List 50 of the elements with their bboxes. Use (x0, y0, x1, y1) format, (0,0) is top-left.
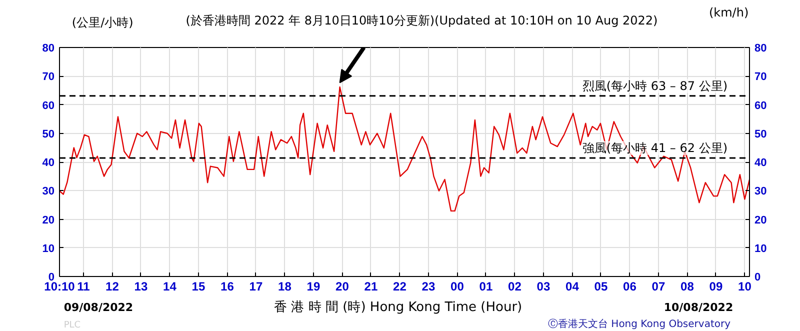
x-tick-label: 19 (306, 280, 320, 294)
y2-tick-label: 70 (754, 71, 767, 84)
x-tick-label: 05 (594, 280, 608, 294)
x-tick-label: 09 (709, 280, 723, 294)
x-tick-label: 22 (393, 280, 407, 294)
chart-title: (於香港時間 2022 年 8月10日10時10分更新)(Updated at 10:10H on 10 Aug 2022) (186, 14, 658, 28)
x-tick-label: 02 (508, 280, 522, 294)
y2-tick-label: 50 (754, 128, 767, 140)
y2-tick-label: 60 (754, 100, 767, 112)
y2-tick-label: 30 (754, 186, 767, 198)
x-tick-label: 15 (192, 280, 206, 294)
y2-tick-label: 10 (754, 242, 767, 255)
x-tick-label: 13 (134, 280, 148, 294)
y-axis-title: (公里/小時) (72, 16, 134, 30)
x-tick-label: 10 (738, 280, 752, 294)
text: 10/08/2022 (664, 301, 734, 314)
ref-line-label: 強風(每小時 41 – 62 公里) (582, 140, 728, 155)
x-tick-label: 06 (623, 280, 637, 294)
x-tick-label: 11 (77, 280, 90, 294)
y-tick-label: 10 (42, 242, 55, 255)
x-tick-label: 01 (479, 280, 493, 294)
y-tick-label: 40 (42, 157, 55, 169)
x-axis-title: 香 港 時 間 (時) Hong Kong Time (Hour) (274, 300, 522, 315)
x-tick-label: 04 (566, 280, 580, 294)
y2-tick-label: 0 (754, 272, 761, 284)
x-tick-label: 12 (106, 280, 120, 294)
text: 09/08/2022 (64, 301, 134, 314)
x-tick-label: 00 (450, 280, 464, 294)
y-tick-label: 50 (42, 128, 55, 140)
y2-tick-label: 20 (754, 214, 767, 226)
y-tick-label: 70 (42, 71, 55, 84)
ref-line-label: 烈風(每小時 63 – 87 公里) (582, 78, 728, 93)
y-tick-label: 80 (42, 42, 55, 54)
x-tick-label: 08 (680, 280, 694, 294)
y-tick-label: 60 (42, 100, 55, 112)
x-tick-label: 21 (364, 280, 378, 294)
x-tick-label: 03 (536, 280, 550, 294)
x-tick-label: 18 (278, 280, 292, 294)
x-tick-label: 20 (336, 280, 350, 294)
x-tick-label: 07 (652, 280, 666, 294)
x-tick-label: 16 (220, 280, 234, 294)
y-tick-label: 20 (42, 214, 55, 226)
y-tick-label: 30 (42, 186, 55, 198)
text: Ⓒ香港天文台 Hong Kong Observatory (548, 318, 731, 330)
x-tick-label: 14 (163, 280, 177, 294)
y2-tick-label: 40 (754, 157, 767, 169)
x-tick-label: 17 (249, 280, 263, 294)
x-tick-label: 23 (422, 280, 436, 294)
y2-tick-label: 80 (754, 42, 767, 54)
y2-axis-title: (km/h) (708, 6, 749, 20)
